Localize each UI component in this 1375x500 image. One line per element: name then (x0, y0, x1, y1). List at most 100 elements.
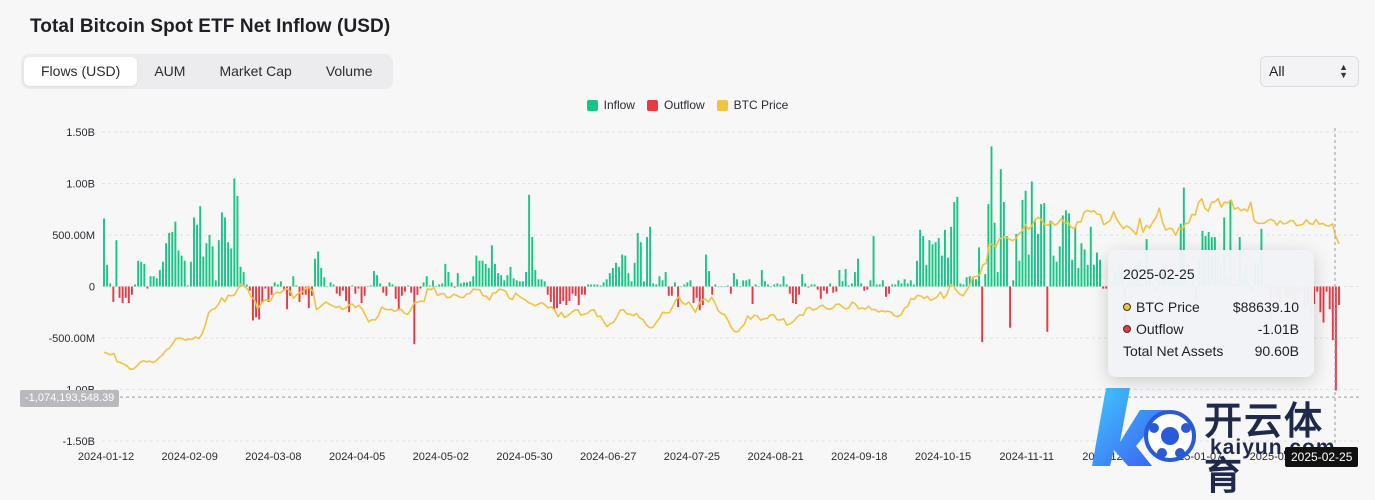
inflow-bar (193, 217, 195, 287)
inflow-bar (217, 240, 220, 287)
inflow-bar (990, 146, 993, 287)
inflow-bar (168, 232, 171, 287)
inflow-bar (1052, 255, 1055, 287)
inflow-bar (140, 261, 143, 287)
inflow-bar (804, 283, 807, 287)
inflow-bar (993, 222, 996, 287)
tooltip-row-btc-price: BTC Price $88639.10 (1123, 296, 1299, 318)
inflow-bar (373, 271, 375, 287)
inflow-bar (850, 283, 853, 287)
outflow-bar (574, 286, 577, 296)
x-tick-label: 2024-11-11 (999, 451, 1054, 463)
inflow-bar (332, 284, 335, 287)
inflow-bar (894, 284, 897, 287)
inflow-bar (748, 279, 751, 287)
inflow-bar (829, 283, 832, 287)
outflow-bar (363, 286, 366, 296)
legend-item-outflow[interactable]: Outflow (646, 98, 705, 112)
outflow-bar (692, 286, 695, 303)
outflow-bar (1105, 286, 1108, 289)
etf-filter-select[interactable]: All ▲ ▼ (1260, 56, 1359, 87)
inflow-bar (1083, 249, 1086, 287)
inflow-bar (673, 282, 676, 287)
inflow-bar (745, 280, 748, 287)
tab-aum[interactable]: AUM (154, 63, 186, 79)
inflow-bar (1061, 215, 1064, 287)
inflow-bar (1006, 236, 1008, 287)
inflow-bar (208, 235, 211, 287)
outflow-bar (807, 286, 810, 288)
inflow-bar (782, 276, 785, 287)
outflow-bar (394, 286, 397, 299)
inflow-bar (106, 264, 109, 287)
inflow-bar (974, 279, 977, 287)
inflow-bar (959, 283, 962, 287)
legend-item-btc-price[interactable]: BTC Price (716, 98, 789, 112)
outflow-bar (832, 286, 835, 293)
outflow-bar (1046, 286, 1049, 332)
legend-label: BTC Price (733, 98, 789, 112)
inflow-bar (646, 237, 648, 287)
inflow-bar (186, 285, 189, 287)
y-tick-label: -500.00M (49, 333, 95, 345)
inflow-bar (633, 262, 636, 287)
inflow-bar (183, 260, 186, 287)
inflow-bar (596, 284, 599, 287)
inflow-bar (714, 284, 717, 287)
outflow-bar (571, 286, 574, 294)
inflow-bar (1024, 190, 1027, 287)
inflow-bar (537, 279, 540, 287)
inflow-bar (965, 277, 968, 287)
inflow-bar (1049, 220, 1052, 287)
tab-volume[interactable]: Volume (325, 63, 373, 79)
inflow-bar (1077, 267, 1080, 287)
inflow-bar (1043, 203, 1046, 287)
inflow-bar (770, 286, 773, 288)
outflow-bar (335, 286, 338, 294)
inflow-bar (906, 283, 909, 287)
outflow-bar (711, 286, 714, 295)
inflow-bar (934, 242, 937, 287)
outflow-bar (146, 286, 149, 289)
inflow-bar (726, 285, 729, 287)
inflow-bar (326, 286, 329, 288)
x-tick-label: 2024-10-15 (915, 451, 971, 463)
inflow-bar (978, 247, 981, 287)
inflow-bar (540, 279, 543, 287)
inflow-bar (1182, 187, 1185, 287)
inflow-bar (742, 280, 745, 287)
inflow-bar (438, 284, 441, 287)
inflow-bar (844, 268, 847, 287)
outflow-bar (549, 286, 552, 302)
inflow-bar (767, 284, 770, 287)
inflow-bar (1058, 246, 1061, 287)
inflow-bar (872, 236, 875, 287)
inflow-bar (351, 285, 354, 287)
inflow-bar (1096, 252, 1098, 287)
outflow-bar (453, 286, 456, 288)
tab-flows[interactable]: Flows (USD) (24, 57, 138, 86)
crosshair-date-label: 2025-02-25 (1285, 447, 1359, 467)
inflow-bar (860, 283, 863, 287)
inflow-bar (143, 263, 146, 287)
inflow-bar (1033, 220, 1036, 287)
outflow-bar (124, 286, 127, 298)
inflow-bar (497, 273, 500, 287)
tooltip-value: $88639.10 (1232, 299, 1299, 315)
inflow-bar (177, 250, 180, 287)
inflow-bar (224, 217, 226, 287)
outflow-bar (552, 286, 555, 310)
tooltip-row-outflow: Outflow -1.01B (1123, 318, 1299, 340)
outflow-bar (404, 286, 406, 292)
inflow-bar (376, 275, 379, 287)
inflow-bar (450, 282, 453, 287)
inflow-bar (525, 272, 527, 287)
inflow-bar (165, 243, 168, 287)
outflow-bar (1331, 286, 1334, 341)
inflow-bar (295, 285, 298, 287)
outflow-bar (416, 286, 419, 295)
legend-item-inflow[interactable]: Inflow (586, 98, 635, 112)
outflow-bar (286, 286, 289, 310)
tab-market-cap[interactable]: Market Cap (219, 63, 292, 79)
outflow-bar (130, 286, 133, 295)
